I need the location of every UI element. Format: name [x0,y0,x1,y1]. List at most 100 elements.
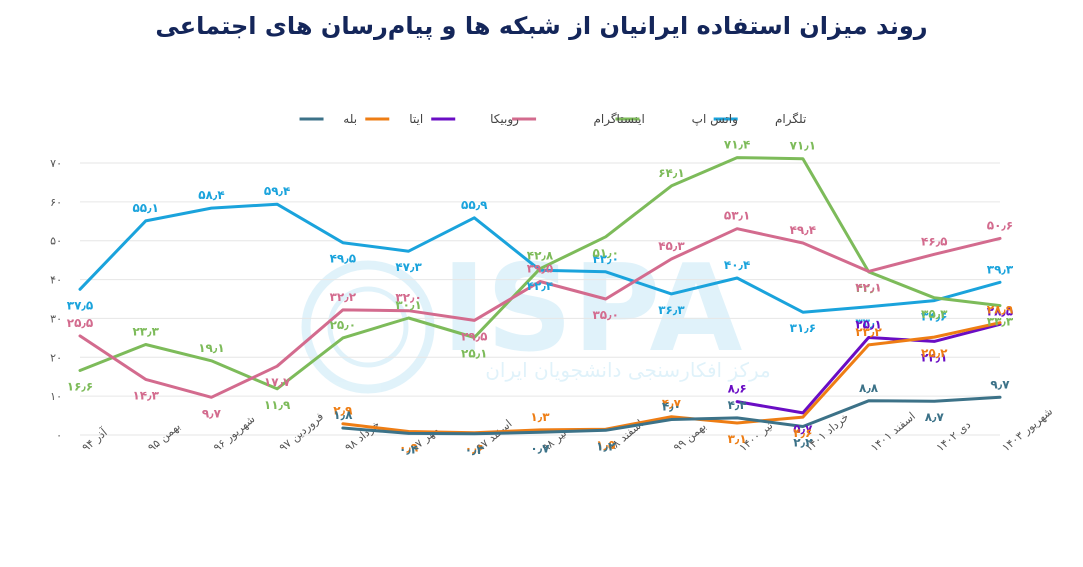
series-line [735,322,1002,415]
data-label: ۲۳٫۲ [855,325,882,339]
data-label: ۱٫۲ [596,439,616,453]
watermark-org: مرکز افکارسنجی دانشجویان ایران [485,358,771,382]
data-label: ۵٫۷ [793,422,813,436]
legend-label: ایتا [409,112,423,126]
data-label: ۳٫۱ [728,432,747,446]
y-tick-label: ۷۰ [50,157,62,170]
data-label: ۳۹٫۵ [527,262,553,276]
data-label: ۳۲٫۲ [330,290,357,304]
data-label: ۱٫۸ [333,408,353,422]
data-label: ۷۱٫۴ [724,138,750,152]
watermark-emblem-inner [327,286,409,368]
data-label: ۳۰٫۱ [395,298,421,312]
data-label: ۸٫۸ [859,381,879,395]
data-label: ۲٫۲ [793,435,813,449]
data-label: ۴۹٫۴ [790,223,816,237]
data-label: ۳۴٫۶ [921,310,947,324]
data-label: ۴۲٫۱ [855,280,881,294]
data-label: ۱٫۵ [596,438,615,452]
data-label: ۲۵٫۵ [67,316,93,330]
data-label: ۲۵٫۱ [855,317,881,331]
y-tick-label: ۲۰ [50,351,62,364]
data-label: ۲۵٫۲ [921,346,948,360]
data-label: ۴۲٫۴ [527,279,553,293]
data-label: ۳۶٫۳ [658,303,685,317]
data-label: ۶۴٫۱ [658,166,684,180]
legend-label: روبیکا [490,112,519,127]
y-tick-label: ۰ [56,429,62,442]
y-tick-label: ۵۰ [50,235,62,248]
legend-label: واتس اپ [692,112,738,127]
data-label: ۲۴٫۱ [921,350,947,364]
x-tick-label: بهمن ۹۹ [671,420,709,455]
y-tick-label: ۶۰ [50,196,62,209]
data-label: ۲۵٫۰ [330,318,356,332]
legend-label: تلگرام [775,112,806,127]
data-label: ۰٫۶ [465,442,484,456]
data-label: ۵۵٫۹ [461,198,488,212]
data-label: ۱٫۳ [530,410,550,424]
watermark-emblem-outer [301,260,435,394]
data-label: ۴۲٫۰ [592,252,618,266]
data-label: ۷۱٫۱ [790,139,816,153]
series-line [78,227,1002,399]
data-label: ۵۹٫۴ [264,184,290,198]
data-label: ۱۷٫۷ [264,375,291,389]
data-label: ۹٫۷ [990,377,1010,391]
data-label: ۵۵٫۱ [132,201,158,215]
y-tick-label: ۳۰ [50,312,62,325]
data-label: ۳۵٫۰ [592,308,618,322]
data-label: ۵۸٫۴ [198,188,224,202]
data-label: ۳۳٫۳ [987,315,1014,329]
x-tick-label: بهمن ۹۵ [145,420,183,455]
data-label: ۳۹٫۳ [987,262,1014,276]
data-label: ۴۵٫۳ [658,239,685,253]
data-label: ۴۰٫۴ [724,258,750,272]
data-label: ۸٫۷ [925,410,945,424]
x-tick-label: فروردین ۹۷ [277,410,326,454]
data-label: ۰٫۷ [530,441,550,455]
x-tick-label: اسفند ۱۴۰۱ [868,410,918,455]
data-labels-group: ۳۷٫۵ ۵۵٫۱ ۵۸٫۴ ۵۹٫۴ ۴۹٫۵ ۴۷٫۳ ۵۵٫۹ ۴۲٫۴ ۴۲٫۰ ۳۶٫۳… [67,138,1014,457]
data-label: ۳۳٫۰ [855,316,881,330]
data-label: ۱۴٫۳ [132,388,159,402]
data-label: ۵۳٫۱ [724,209,750,223]
data-label: ۴۹٫۵ [330,252,356,266]
y-tick-label: ۱۰ [50,390,62,403]
data-label: ۳۷٫۵ [67,298,93,312]
x-tick-label: شهریور ۱۴۰۳ [1000,405,1056,455]
data-label: ۸٫۶ [728,382,747,396]
data-label: ۰٫۳ [465,443,485,457]
data-label: ۱۱٫۹ [264,398,291,412]
data-label: ۴۲٫۰ [855,281,881,295]
data-label: ۲٫۹ [333,404,353,418]
data-label: ۱۹٫۱ [198,341,224,355]
data-label: ۴٫۴ [728,398,747,412]
data-label: ۰٫۴ [399,442,418,456]
data-label: ۵۰٫۶ [987,218,1013,232]
series-group [78,156,1002,436]
legend-label: بله [343,112,357,126]
y-axis: ۰ ۱۰ ۲۰ ۳۰ ۴۰ ۵۰ ۶۰ ۷۰ [50,157,62,442]
legend-label: اینستاگرام [593,112,644,127]
data-label: ۴٫۷ [662,397,682,411]
data-label: ۰٫۹ [399,441,419,455]
data-label: ۲۸٫۹ [987,303,1014,317]
grid [80,162,1000,436]
data-label: ۱۶٫۶ [67,379,93,393]
y-tick-label: ۴۰ [50,274,62,287]
legend: تلگرام واتس اپ اینستاگرام روبیکا ایتا بله [299,112,806,127]
data-label: ۴۶٫۵ [921,234,947,248]
chart-title: روند میزان استفاده ایرانیان از شبکه ها و… [155,12,928,40]
data-label: ۴٫۰ [662,399,681,413]
data-label: ۵۱٫۰ [592,246,618,260]
data-label: ۲۳٫۳ [132,324,159,338]
series-line [341,395,1002,436]
data-label: ۴۷٫۳ [395,260,422,274]
data-label: ۹٫۷ [202,406,222,420]
data-label: ۲۵٫۱ [461,346,487,360]
data-label: ۴۲٫۸ [527,249,554,263]
data-label: ۴٫۶ [793,426,812,440]
data-label: ۲۸٫۵ [987,304,1013,318]
